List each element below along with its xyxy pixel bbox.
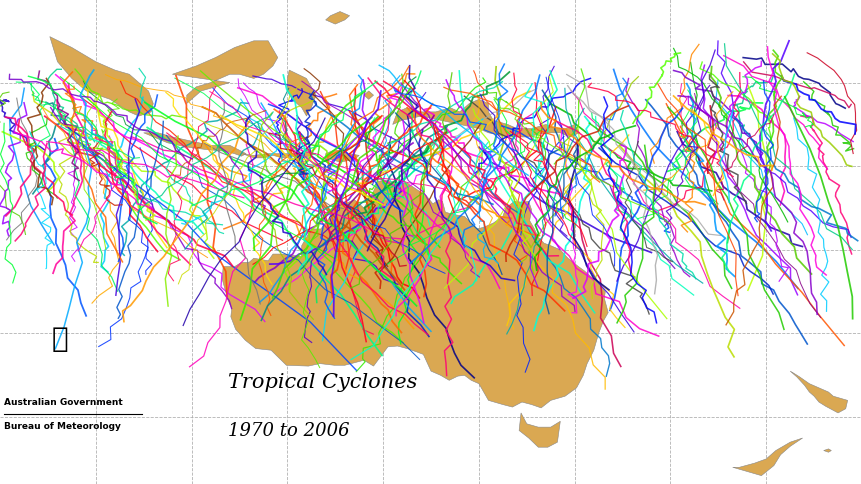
Polygon shape — [393, 100, 579, 137]
Text: 🌀: 🌀 — [52, 325, 69, 353]
Polygon shape — [144, 134, 246, 157]
Polygon shape — [172, 42, 277, 105]
Polygon shape — [325, 150, 359, 163]
Polygon shape — [363, 92, 373, 100]
Text: Bureau of Meteorology: Bureau of Meteorology — [4, 422, 121, 430]
Polygon shape — [242, 153, 316, 159]
Text: 1970 to 2006: 1970 to 2006 — [228, 422, 350, 439]
Polygon shape — [790, 371, 846, 413]
Polygon shape — [518, 413, 560, 447]
Polygon shape — [50, 38, 153, 117]
Polygon shape — [222, 181, 608, 408]
Text: Australian Government: Australian Government — [4, 397, 123, 406]
Polygon shape — [823, 449, 830, 452]
Polygon shape — [287, 71, 316, 117]
Polygon shape — [325, 13, 350, 25]
Text: Tropical Cyclones: Tropical Cyclones — [228, 372, 418, 391]
Polygon shape — [732, 438, 802, 476]
